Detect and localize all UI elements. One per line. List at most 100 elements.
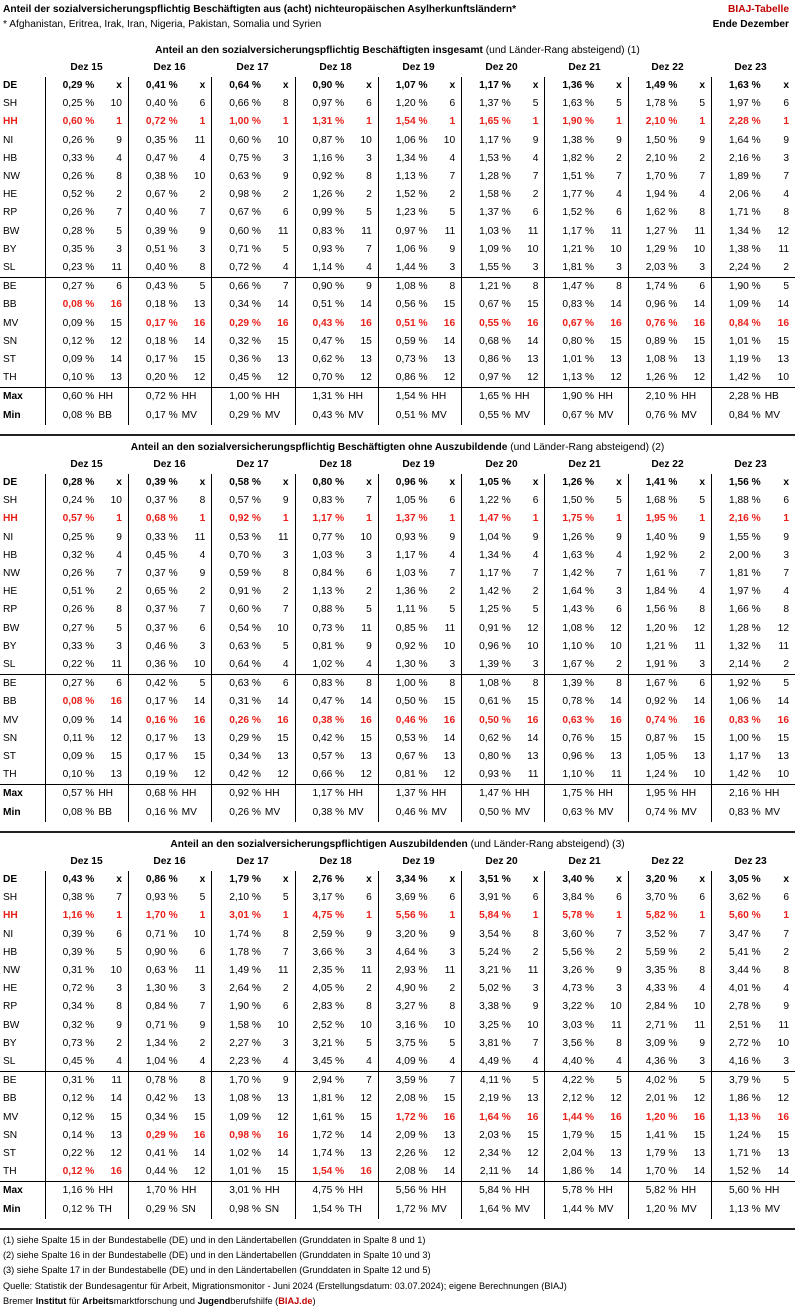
share-value: 3,59 % bbox=[377, 1071, 428, 1091]
rank-value: 2 bbox=[449, 586, 456, 598]
share-value: 0,50 % bbox=[461, 803, 511, 822]
rank-value: 1 bbox=[783, 116, 789, 128]
share-value: 1,70 % bbox=[127, 907, 178, 926]
share-value: 0,34 % bbox=[211, 296, 261, 315]
share-value: 1,06 % bbox=[711, 693, 761, 712]
institute-part: Jugend bbox=[197, 1295, 231, 1306]
rank-value: 14 bbox=[277, 299, 289, 311]
share-value: 0,96 % bbox=[627, 296, 678, 315]
row-label: Max bbox=[0, 387, 46, 407]
year-header: Dez 20 bbox=[485, 856, 518, 867]
share-value: 5,56 % bbox=[377, 1181, 428, 1201]
share-value: 0,32 % bbox=[44, 546, 95, 566]
share-value: 0,12 % bbox=[44, 1163, 95, 1182]
share-value: 0,55 % bbox=[461, 314, 511, 333]
share-value: 1,19 % bbox=[711, 351, 761, 370]
share-value: 0,17 % bbox=[127, 693, 178, 712]
rank-value: 2 bbox=[449, 189, 456, 201]
share-value: 0,63 % bbox=[211, 674, 261, 694]
rank-value: 11 bbox=[778, 640, 789, 652]
rank-value: 8 bbox=[427, 674, 462, 694]
rank-value: x bbox=[699, 80, 706, 91]
share-value: 0,90 % bbox=[294, 77, 345, 96]
rank-value: 16 bbox=[777, 1111, 789, 1123]
share-value: 0,84 % bbox=[127, 998, 178, 1017]
share-value: 1,77 % bbox=[544, 186, 595, 205]
rank-value: 16 bbox=[277, 1129, 289, 1141]
institute-link[interactable]: BIAJ.de bbox=[278, 1295, 313, 1306]
share-value: 2,23 % bbox=[211, 1053, 261, 1072]
rank-value: 16 bbox=[193, 714, 206, 726]
share-value: 0,18 % bbox=[127, 296, 178, 315]
rank-value: 11 bbox=[277, 531, 289, 543]
share-value: 1,64 % bbox=[461, 1108, 511, 1127]
year-header: Dez 19 bbox=[402, 856, 435, 867]
share-value: 0,58 % bbox=[211, 474, 261, 493]
rank-value: 4 bbox=[449, 1056, 456, 1068]
share-value: 1,06 % bbox=[377, 131, 428, 150]
rank-value: 1 bbox=[199, 910, 206, 922]
share-value: 0,53 % bbox=[211, 528, 261, 547]
share-value: 0,93 % bbox=[461, 766, 511, 785]
row-label: BE bbox=[0, 674, 46, 694]
rank-value: 12 bbox=[693, 1093, 706, 1105]
rank-value: 5 bbox=[449, 207, 456, 219]
rank-value: x bbox=[616, 874, 622, 885]
share-value: 0,66 % bbox=[211, 95, 261, 114]
rank-value: 8 bbox=[449, 1001, 456, 1013]
rank-value: SN bbox=[264, 1203, 280, 1215]
share-value: 0,67 % bbox=[544, 406, 595, 425]
table-row: TH 0,10 % 13 0,19 % 12 0,42 % 12 0,66 % 12 0,81 %… bbox=[0, 766, 795, 785]
share-value: 3,54 % bbox=[461, 925, 511, 944]
share-value: 1,05 % bbox=[461, 474, 511, 493]
rank-value: 4 bbox=[282, 659, 289, 671]
share-value: 0,72 % bbox=[44, 980, 95, 999]
rank-value: 13 bbox=[277, 1093, 289, 1105]
rank-value: 8 bbox=[199, 262, 206, 274]
share-value: 0,83 % bbox=[294, 492, 345, 511]
share-value: 3,62 % bbox=[711, 889, 761, 908]
rank-value: 13 bbox=[527, 1093, 539, 1105]
year-header: Dez 21 bbox=[568, 62, 601, 73]
share-value: 1,01 % bbox=[544, 351, 595, 370]
rank-value: x bbox=[199, 80, 206, 91]
rank-value: 5 bbox=[366, 207, 372, 219]
share-value: 0,97 % bbox=[461, 369, 511, 388]
rank-value: 4 bbox=[282, 262, 289, 274]
rank-value: 9 bbox=[116, 531, 122, 543]
rank-value: 16 bbox=[193, 317, 206, 329]
share-value: 0,62 % bbox=[294, 351, 345, 370]
share-value: 0,92 % bbox=[211, 784, 261, 804]
share-value: 0,25 % bbox=[44, 528, 95, 547]
row-label: SL bbox=[3, 1056, 16, 1068]
rank-value: 6 bbox=[449, 495, 456, 507]
share-value: 2,28 % bbox=[711, 387, 761, 407]
rank-value: 7 bbox=[366, 243, 372, 255]
share-value: 2,26 % bbox=[377, 1145, 428, 1164]
row-label: TH bbox=[3, 1166, 17, 1178]
share-value: 0,27 % bbox=[44, 277, 95, 297]
rank-value: x bbox=[783, 874, 789, 885]
share-value: 0,29 % bbox=[127, 1126, 178, 1146]
rank-value: MV bbox=[598, 806, 614, 818]
rank-value: 12 bbox=[527, 622, 539, 634]
share-value: 0,28 % bbox=[44, 222, 95, 241]
rank-value: 12 bbox=[360, 1093, 372, 1105]
table-row: NI 0,26 % 9 0,35 % 11 0,60 % 10 0,87 % 10 1,06 % 1… bbox=[0, 131, 795, 150]
share-value: 1,24 % bbox=[627, 766, 678, 785]
share-value: 0,37 % bbox=[127, 619, 178, 638]
share-value: 1,64 % bbox=[544, 583, 595, 602]
rank-value: HH bbox=[344, 1181, 379, 1201]
rank-value: 12 bbox=[360, 372, 372, 384]
row-label: TH bbox=[3, 769, 17, 781]
rank-value: 13 bbox=[110, 769, 122, 781]
rank-value: 3 bbox=[116, 640, 122, 652]
rank-value: 6 bbox=[449, 892, 456, 904]
rank-value: 13 bbox=[360, 1148, 372, 1160]
section-title-main: Anteil an den sozialversicherungspflicht… bbox=[170, 839, 468, 850]
rank-value: 10 bbox=[527, 243, 539, 255]
share-value: 1,54 % bbox=[294, 1200, 345, 1219]
rank-value: 10 bbox=[777, 372, 789, 384]
share-value: 1,31 % bbox=[294, 387, 345, 407]
row-label: RP bbox=[3, 604, 18, 616]
